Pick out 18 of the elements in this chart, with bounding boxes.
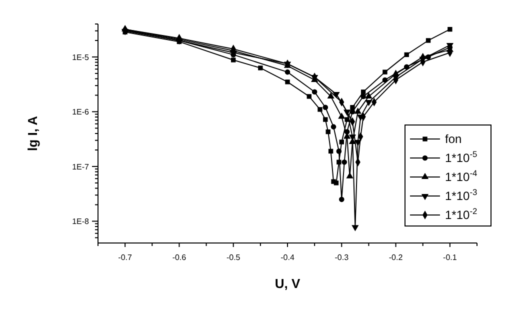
y-tick-label: 1E-5 [72,52,90,62]
x-tick-label: -0.7 [118,253,133,262]
legend-label: 1*10$^{-2}$ [445,206,478,222]
x-tick-label: -0.6 [172,253,187,262]
x-tick-label: -0.4 [280,253,295,262]
y-axis-title: lg I, A [25,115,40,151]
legend-label: 1*10$^{-5}$ [445,149,478,166]
legend-label: 1*10$^{-3}$ [445,187,478,204]
x-axis-title: U, V [274,276,300,291]
y-tick-label: 1E-8 [72,217,90,226]
legend-label: fon [445,132,462,146]
y-tick-label: 1E-6 [72,108,90,117]
y-tick-label: 1E-7 [72,162,90,172]
x-tick-label: -0.1 [443,253,458,262]
x-tick-label: -0.2 [388,253,404,262]
x-tick-label: -0.3 [334,253,350,262]
legend-label: 1*10$^{-4}$ [445,168,478,184]
x-tick-label: -0.5 [226,253,241,262]
